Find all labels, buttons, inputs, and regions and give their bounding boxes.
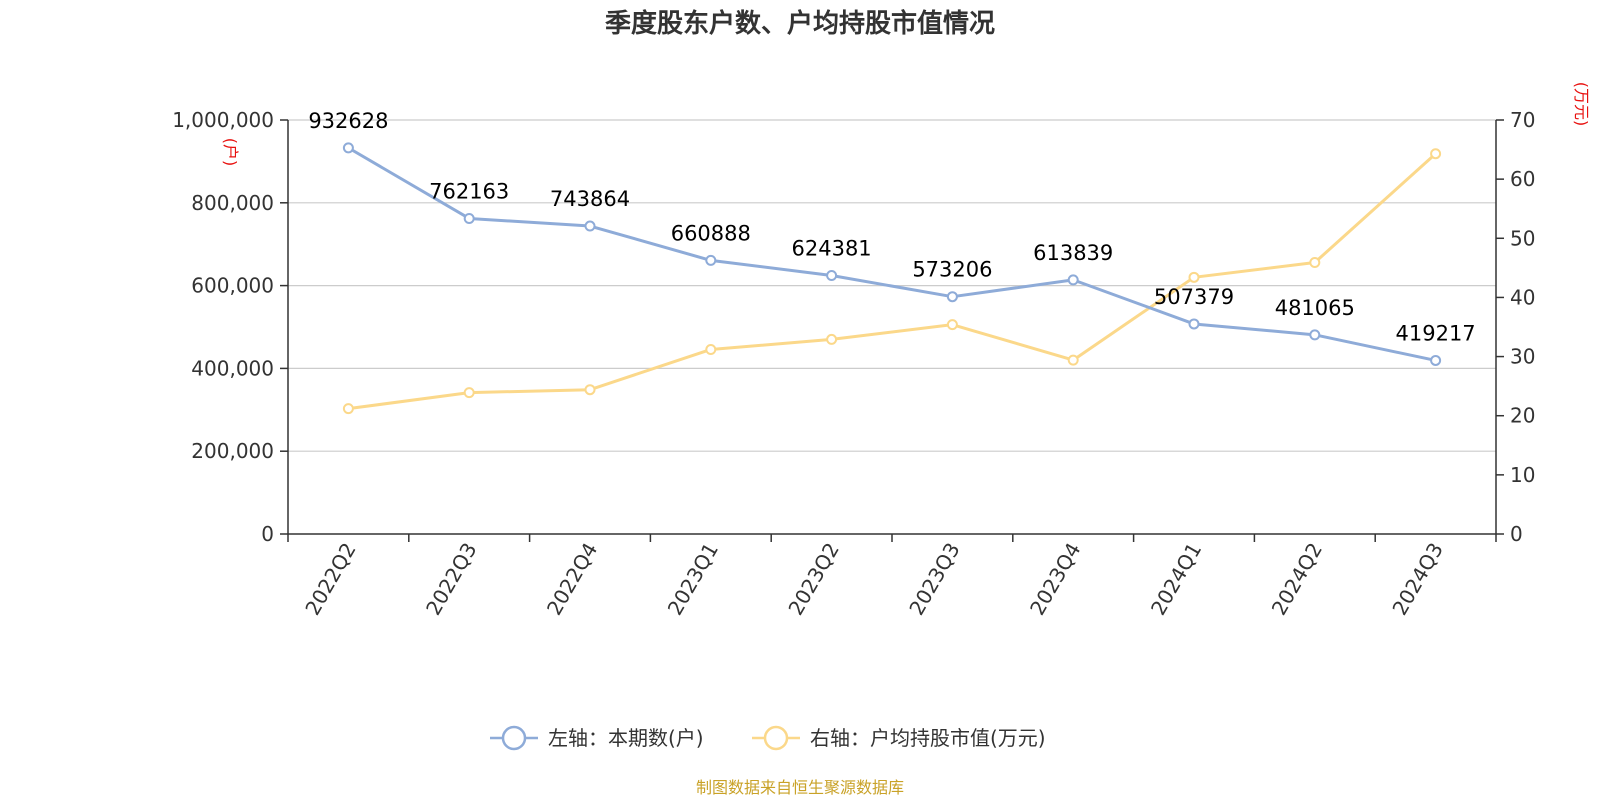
series-line-right (348, 152, 1437, 411)
data-label-left: 743864 (550, 187, 630, 211)
data-point-left[interactable] (1188, 318, 1200, 330)
legend[interactable]: 左轴：本期数(户) 右轴：户均持股市值(万元) (490, 725, 1046, 751)
legend-swatch-marker-left (501, 725, 527, 751)
data-point-right[interactable] (342, 403, 354, 415)
left-axis-tick-label: 400,000 (191, 356, 274, 380)
data-point-right[interactable] (705, 343, 717, 355)
data-point-left[interactable] (1309, 329, 1321, 341)
data-label-left: 624381 (792, 237, 872, 261)
left-axis-tick-label: 200,000 (191, 439, 274, 463)
legend-item-left-series[interactable]: 左轴：本期数(户) (490, 725, 704, 751)
data-label-left: 507379 (1154, 285, 1234, 309)
right-axis-tick-label: 20 (1510, 404, 1535, 428)
x-axis-tick-label: 2023Q3 (904, 539, 964, 620)
data-point-left[interactable] (826, 270, 838, 282)
data-point-right[interactable] (1309, 257, 1321, 269)
data-point-right[interactable] (1188, 271, 1200, 283)
x-axis-tick-label: 2024Q1 (1146, 539, 1206, 620)
left-axis-tick-labels: 0 200,000 400,000 600,000 800,000 1,000,000 (172, 108, 274, 546)
data-point-right[interactable] (1067, 354, 1079, 366)
right-axis-tick-labels: 0 10 20 30 40 50 60 70 (1510, 108, 1535, 546)
data-point-right[interactable] (463, 387, 475, 399)
left-axis-tick-label: 1,000,000 (172, 108, 274, 132)
x-axis-tick-label: 2022Q4 (542, 539, 602, 620)
series-left (342, 142, 1442, 366)
x-axis-tick-label: 2024Q2 (1267, 539, 1327, 620)
data-label-left: 481065 (1275, 296, 1355, 320)
data-point-right[interactable] (584, 384, 596, 396)
x-axis-tick-label: 2023Q2 (783, 539, 843, 620)
legend-swatch-marker-right (763, 725, 789, 751)
left-axis-tick-label: 800,000 (191, 191, 274, 215)
data-point-right[interactable] (826, 333, 838, 345)
right-axis-tick-label: 10 (1510, 463, 1535, 487)
right-axis-tick-label: 0 (1510, 522, 1523, 546)
data-label-left: 660888 (671, 221, 751, 245)
x-axis-tick-label: 2022Q3 (421, 539, 481, 620)
right-axis-tick-label: 60 (1510, 167, 1535, 191)
data-point-right[interactable] (946, 319, 958, 331)
data-label-left: 573206 (912, 258, 992, 282)
legend-label-left: 左轴：本期数(户) (548, 726, 704, 750)
source-note: 制图数据来自恒生聚源数据库 (696, 778, 904, 797)
series-line-left (347, 146, 1436, 362)
axes (280, 119, 1504, 542)
legend-label-right: 右轴：户均持股市值(万元) (810, 726, 1046, 750)
x-axis-tick-label: 2024Q3 (1387, 539, 1447, 620)
data-label-left: 762163 (429, 179, 509, 203)
left-axis-tick-label: 600,000 (191, 274, 274, 298)
x-axis-tick-labels: 2022Q2 2022Q3 2022Q4 2023Q1 2023Q2 2023Q3 2023… (300, 539, 1448, 620)
data-label-left: 419217 (1396, 321, 1476, 345)
data-point-left[interactable] (342, 142, 354, 154)
right-axis-tick-label: 40 (1510, 285, 1535, 309)
right-axis-tick-label: 50 (1510, 226, 1535, 250)
data-point-left[interactable] (705, 254, 717, 266)
data-label-left: 932628 (308, 109, 388, 133)
right-axis-tick-label: 30 (1510, 345, 1535, 369)
legend-item-right-series[interactable]: 右轴：户均持股市值(万元) (752, 725, 1046, 751)
data-label-left: 613839 (1033, 241, 1113, 265)
right-axis-tick-label: 70 (1510, 108, 1535, 132)
x-axis-tick-label: 2023Q4 (1025, 539, 1085, 620)
data-point-left[interactable] (584, 220, 596, 232)
left-axis-unit: (户) (221, 138, 240, 167)
data-point-left[interactable] (946, 291, 958, 303)
data-point-left[interactable] (1067, 274, 1079, 286)
series-layer (342, 142, 1442, 415)
x-axis-tick-label: 2023Q1 (663, 539, 723, 620)
data-point-right[interactable] (1430, 148, 1442, 160)
left-axis-tick-label: 0 (261, 522, 274, 546)
data-labels: 932628 762163 743864 660888 624381 573206 6138… (308, 109, 1475, 346)
right-axis-unit: (万元) (1572, 82, 1591, 127)
series-right (342, 148, 1442, 415)
data-point-left[interactable] (463, 212, 475, 224)
data-point-left[interactable] (1430, 354, 1442, 366)
chart-title: 季度股东户数、户均持股市值情况 (605, 8, 995, 39)
x-axis-tick-label: 2022Q2 (300, 539, 360, 620)
